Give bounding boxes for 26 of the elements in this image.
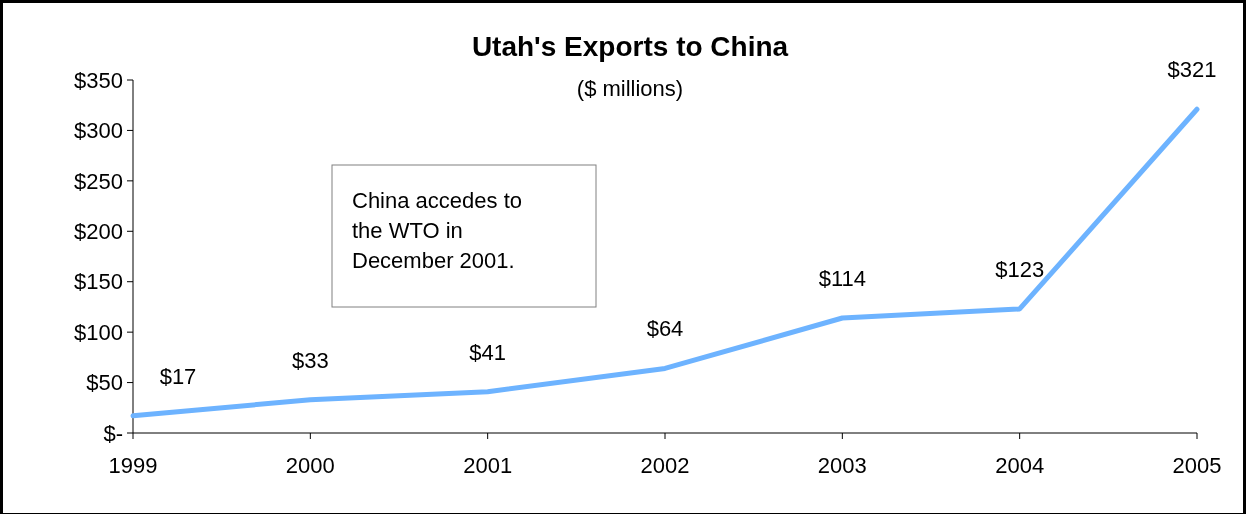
x-tick-label: 2003 xyxy=(817,453,867,478)
data-label: $123 xyxy=(995,256,1045,282)
y-tick-label: $350 xyxy=(74,67,123,93)
x-tick-label: 2004 xyxy=(995,453,1045,478)
y-tick-label: $250 xyxy=(74,168,123,194)
chart-subtitle: ($ millions) xyxy=(576,76,684,101)
data-label: $64 xyxy=(646,316,684,342)
data-label: $321 xyxy=(1167,57,1217,83)
y-tick-label: $200 xyxy=(74,218,123,244)
data-label: $33 xyxy=(291,347,329,373)
x-tick-label: 2001 xyxy=(463,453,513,478)
data-label: $114 xyxy=(818,266,866,292)
data-label: $17 xyxy=(159,363,197,389)
x-tick-label: 2005 xyxy=(1172,453,1222,478)
x-tick-label: 2002 xyxy=(640,453,690,478)
y-tick-label: $100 xyxy=(74,319,123,345)
annotation: China accedes to the WTO in December 2001. xyxy=(352,188,522,273)
y-tick-label: $- xyxy=(103,420,123,446)
x-tick-label: 2000 xyxy=(285,453,335,478)
y-tick-label: $150 xyxy=(74,269,123,295)
note-box: China accedes to the WTO in December 2001. xyxy=(331,164,597,308)
y-tick-label: $50 xyxy=(86,370,123,396)
chart-title: Utah's Exports to China xyxy=(471,31,789,62)
data-label: $41 xyxy=(469,339,507,365)
y-tick-label: $300 xyxy=(74,118,123,144)
x-tick-label: 1999 xyxy=(108,453,158,478)
